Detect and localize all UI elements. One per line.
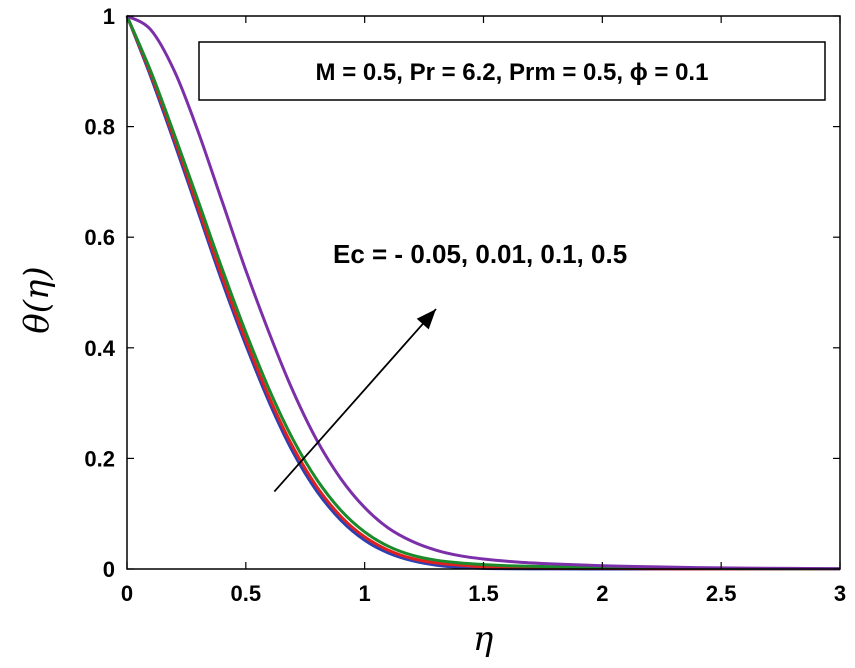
y-axis-label: θ(η): [17, 266, 57, 333]
x-tick-label: 1: [359, 581, 371, 606]
y-tick-label: 0.4: [84, 336, 115, 361]
x-tick-label: 2: [596, 581, 608, 606]
x-tick-label: 2.5: [706, 581, 737, 606]
x-tick-label: 3: [834, 581, 846, 606]
x-tick-label: 1.5: [468, 581, 499, 606]
legend-text: M = 0.5, Pr = 6.2, Prm = 0.5, ϕ = 0.1: [316, 59, 709, 86]
tick-layer: 0 0.5 1 1.5 2 2.5 3 0 0.2 0.4 0.6 0.8 1: [84, 4, 846, 606]
y-tick-label: 0: [103, 557, 115, 582]
y-tick-label: 0.6: [84, 225, 115, 250]
legend-box: M = 0.5, Pr = 6.2, Prm = 0.5, ϕ = 0.1: [198, 41, 826, 101]
series-line-4: [126, 14, 841, 571]
legend-frame: [198, 41, 826, 101]
annotation-arrow: [273, 308, 437, 493]
arrow-head: [416, 309, 436, 330]
x-tick-label: 0: [121, 581, 133, 606]
y-tick-label: 1: [103, 4, 115, 29]
arrow-shaft: [273, 308, 437, 493]
x-tick-label: 0.5: [231, 581, 262, 606]
y-tick-label: 0.2: [84, 446, 115, 471]
x-axis-label: η: [473, 619, 494, 659]
annotation-text: Ec = - 0.05, 0.01, 0.1, 0.5: [333, 239, 627, 269]
y-tick-label: 0.8: [84, 115, 115, 140]
